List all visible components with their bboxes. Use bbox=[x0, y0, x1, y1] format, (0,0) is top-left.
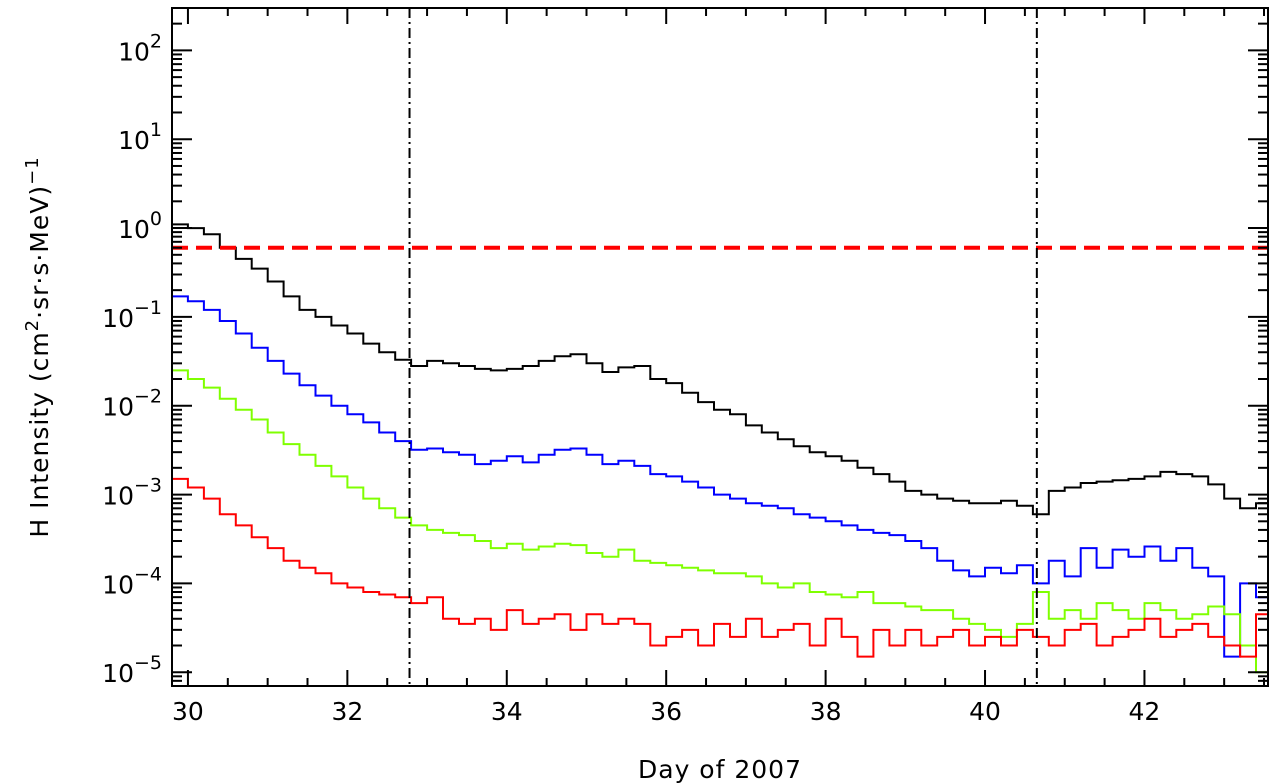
y-tick-label-base: 10 bbox=[102, 659, 134, 688]
y-tick-label-exponent: 1 bbox=[150, 119, 162, 141]
x-tick-label: 40 bbox=[969, 697, 1001, 726]
y-axis-title-sup1: 2 bbox=[22, 319, 43, 331]
y-tick-label-exponent: −4 bbox=[134, 563, 162, 585]
y-tick-label: 100 bbox=[118, 208, 162, 244]
y-tick-label-exponent: −1 bbox=[134, 297, 162, 319]
y-tick-label-base: 10 bbox=[102, 570, 134, 599]
axis-ticks bbox=[172, 7, 1268, 687]
x-tick-label: 36 bbox=[650, 697, 682, 726]
y-tick-label: 10−1 bbox=[102, 297, 162, 333]
y-tick-label-base: 10 bbox=[118, 126, 150, 155]
y-tick-label-exponent: 2 bbox=[150, 30, 162, 52]
x-tick-label: 38 bbox=[810, 697, 842, 726]
y-axis-title-sup2: −1 bbox=[22, 156, 43, 185]
y-tick-label: 10−5 bbox=[102, 652, 162, 688]
y-tick-label-exponent: −5 bbox=[134, 652, 162, 674]
series-line-1 bbox=[172, 223, 1268, 516]
y-tick-label: 101 bbox=[118, 119, 162, 155]
y-tick-label-base: 10 bbox=[102, 482, 134, 511]
y-axis-title-mid: ·sr·s·MeV) bbox=[25, 185, 54, 319]
tick-labels: 30 32 34 36 38 40 4210−510−410−310−210−1100101… bbox=[102, 30, 1160, 726]
y-axis-title: H Intensity (cm2·sr·s·MeV)−1 bbox=[22, 156, 54, 537]
y-tick-label: 10−3 bbox=[102, 475, 162, 511]
y-axis-title-prefix: H Intensity (cm bbox=[25, 331, 54, 537]
y-tick-label-base: 10 bbox=[118, 215, 150, 244]
series-layer bbox=[172, 223, 1268, 674]
y-tick-label-exponent: 0 bbox=[150, 208, 162, 230]
x-tick-label: 42 bbox=[1129, 697, 1161, 726]
y-tick-label: 10−2 bbox=[102, 386, 162, 422]
reference-lines bbox=[172, 8, 1268, 686]
y-tick-label-exponent: −3 bbox=[134, 475, 162, 497]
plot-frame bbox=[171, 7, 1269, 687]
y-tick-label: 10−4 bbox=[102, 563, 162, 599]
x-tick-label: 34 bbox=[491, 697, 523, 726]
series-line-4 bbox=[172, 477, 1268, 658]
x-axis-title: Day of 2007 bbox=[638, 755, 802, 784]
y-tick-label-base: 10 bbox=[118, 37, 150, 66]
y-tick-label-base: 10 bbox=[102, 393, 134, 422]
x-tick-label: 30 bbox=[172, 697, 204, 726]
x-tick-label: 32 bbox=[331, 697, 363, 726]
y-tick-label-exponent: −2 bbox=[134, 386, 162, 408]
y-tick-label: 102 bbox=[118, 30, 162, 66]
series-line-2 bbox=[172, 295, 1268, 658]
series-line-3 bbox=[172, 369, 1268, 674]
y-tick-label-base: 10 bbox=[102, 304, 134, 333]
